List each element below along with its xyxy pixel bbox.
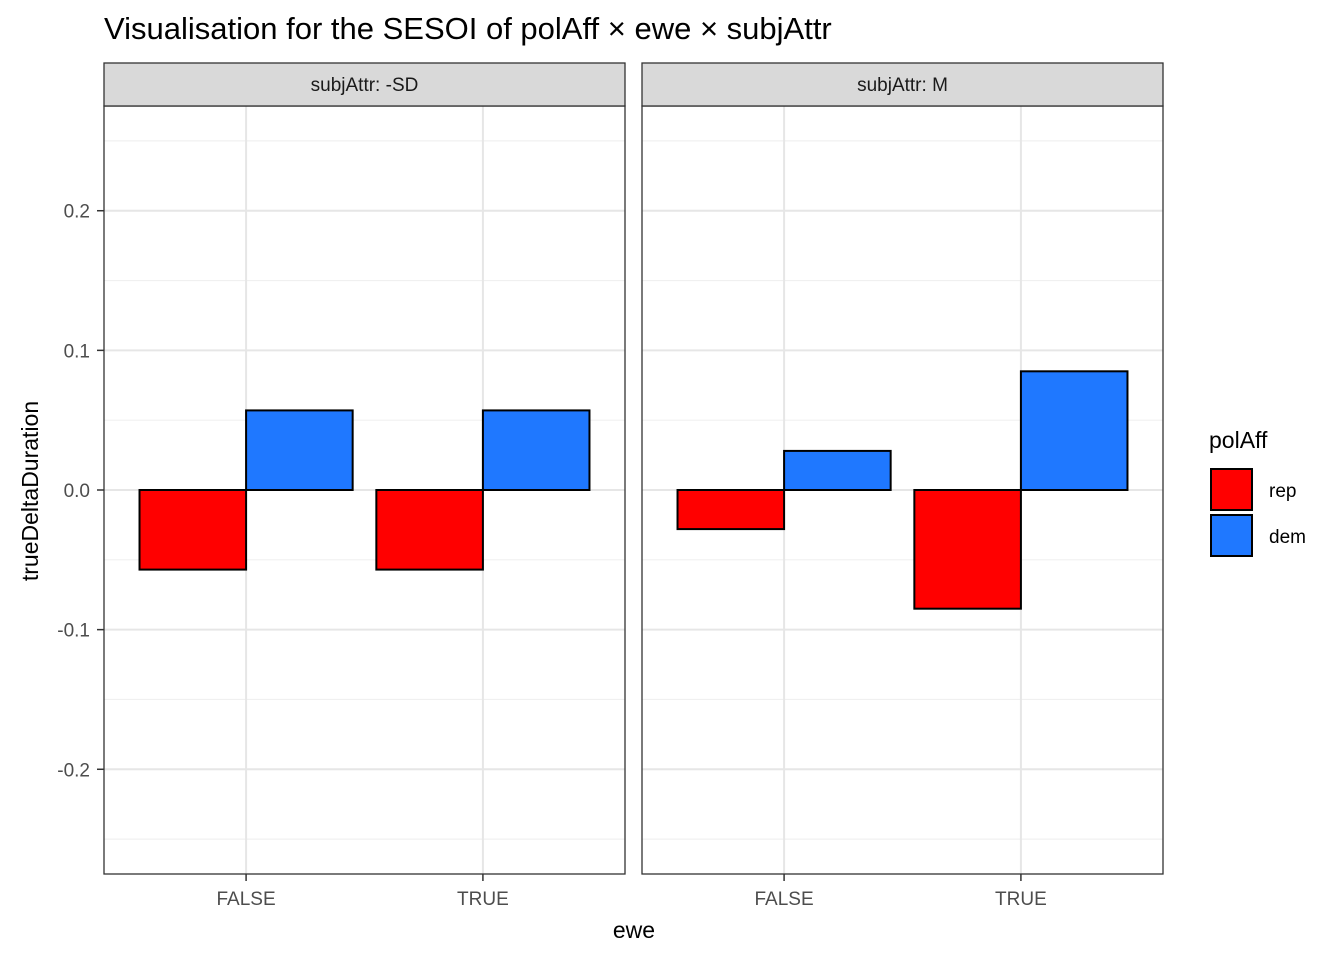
y-tick-label: 0.2	[64, 202, 90, 223]
y-tick-label: -0.1	[57, 621, 90, 642]
legend: polAff rep dem	[1209, 427, 1306, 557]
x-tick-label: TRUE	[995, 889, 1047, 910]
legend-label-dem: dem	[1269, 527, 1306, 548]
bar-rep-false	[138, 489, 248, 571]
y-tick-label: 0.0	[64, 481, 90, 502]
legend-key-rep	[1210, 468, 1253, 511]
bar-dem-false	[245, 409, 354, 492]
x-tick-label: FALSE	[755, 889, 814, 910]
facet-strip-label: subjAttr: -SD	[311, 75, 419, 96]
facet-panel-2: subjAttr: M FALSE TRUE	[641, 62, 1164, 910]
facet-strip	[103, 62, 626, 107]
y-axis: -0.2 -0.1 0.0 0.1 0.2	[57, 202, 104, 781]
y-tick-label: -0.2	[57, 760, 90, 781]
panels: subjAttr: -SD FALSE TRUE subjAttr: M FALSE TR…	[57, 62, 1164, 910]
facet-strip	[641, 62, 1164, 107]
bar-rep-true	[913, 489, 1022, 610]
legend-label-rep: rep	[1269, 481, 1296, 502]
legend-title: polAff	[1209, 427, 1268, 453]
legend-key-dem	[1210, 514, 1253, 557]
chart-title: Visualisation for the SESOI of polAff × …	[104, 11, 832, 46]
facet-strip-label: subjAttr: M	[857, 75, 948, 96]
x-axis-label: ewe	[613, 917, 655, 943]
x-tick-label: FALSE	[217, 889, 276, 910]
y-tick-label: 0.1	[64, 341, 90, 362]
x-tick-label: TRUE	[457, 889, 509, 910]
bar-dem-true	[481, 409, 591, 492]
bar-rep-true	[375, 489, 484, 571]
bar-dem-true	[1019, 370, 1129, 491]
bar-dem-false	[783, 449, 892, 492]
bar-rep-false	[676, 489, 786, 531]
y-axis-label: trueDeltaDuration	[17, 401, 43, 581]
facet-panel-1: subjAttr: -SD FALSE TRUE	[103, 62, 626, 910]
